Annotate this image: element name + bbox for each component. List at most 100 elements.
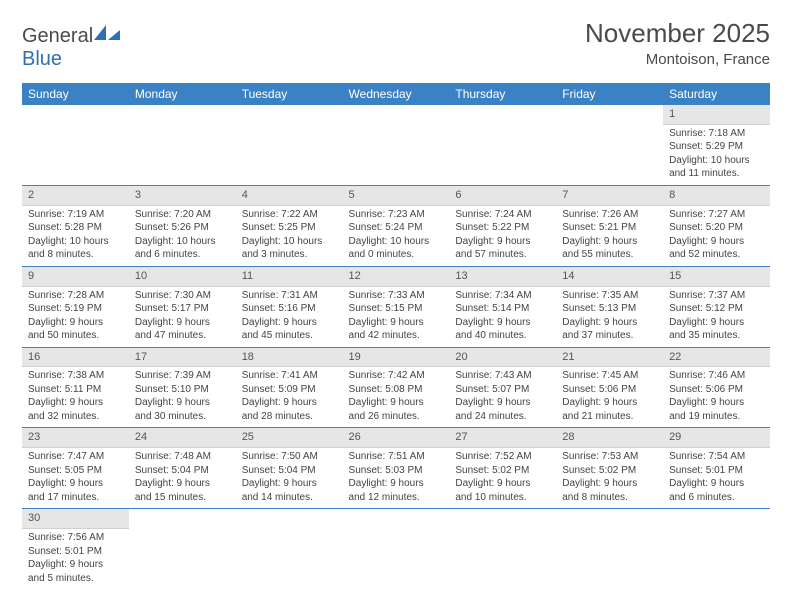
daylight-line1: Daylight: 9 hours	[562, 316, 657, 330]
day-body: Sunrise: 7:18 AMSunset: 5:29 PMDaylight:…	[663, 125, 770, 185]
day-number: 19	[343, 348, 450, 368]
sunset-text: Sunset: 5:29 PM	[669, 140, 764, 154]
daylight-line1: Daylight: 9 hours	[135, 316, 230, 330]
day-body: Sunrise: 7:30 AMSunset: 5:17 PMDaylight:…	[129, 287, 236, 347]
daylight-line2: and 5 minutes.	[28, 572, 123, 586]
daylight-line2: and 30 minutes.	[135, 410, 230, 424]
sunrise-text: Sunrise: 7:43 AM	[455, 369, 550, 383]
daylight-line2: and 42 minutes.	[349, 329, 444, 343]
calendar-table: SundayMondayTuesdayWednesdayThursdayFrid…	[22, 83, 770, 589]
calendar-empty-cell	[129, 509, 236, 589]
day-body: Sunrise: 7:27 AMSunset: 5:20 PMDaylight:…	[663, 206, 770, 266]
calendar-day-cell: 9Sunrise: 7:28 AMSunset: 5:19 PMDaylight…	[22, 266, 129, 347]
sunrise-text: Sunrise: 7:39 AM	[135, 369, 230, 383]
calendar-day-cell: 22Sunrise: 7:46 AMSunset: 5:06 PMDayligh…	[663, 347, 770, 428]
calendar-day-cell: 27Sunrise: 7:52 AMSunset: 5:02 PMDayligh…	[449, 428, 556, 509]
sunrise-text: Sunrise: 7:18 AM	[669, 127, 764, 141]
sunset-text: Sunset: 5:21 PM	[562, 221, 657, 235]
daylight-line2: and 55 minutes.	[562, 248, 657, 262]
daylight-line1: Daylight: 10 hours	[669, 154, 764, 168]
day-number: 12	[343, 267, 450, 287]
daylight-line2: and 52 minutes.	[669, 248, 764, 262]
daylight-line1: Daylight: 9 hours	[669, 396, 764, 410]
day-body: Sunrise: 7:45 AMSunset: 5:06 PMDaylight:…	[556, 367, 663, 427]
sunset-text: Sunset: 5:11 PM	[28, 383, 123, 397]
sunset-text: Sunset: 5:25 PM	[242, 221, 337, 235]
daylight-line2: and 21 minutes.	[562, 410, 657, 424]
sunrise-text: Sunrise: 7:50 AM	[242, 450, 337, 464]
day-number: 15	[663, 267, 770, 287]
daylight-line2: and 15 minutes.	[135, 491, 230, 505]
daylight-line1: Daylight: 9 hours	[349, 477, 444, 491]
sunrise-text: Sunrise: 7:31 AM	[242, 289, 337, 303]
calendar-day-cell: 23Sunrise: 7:47 AMSunset: 5:05 PMDayligh…	[22, 428, 129, 509]
daylight-line2: and 37 minutes.	[562, 329, 657, 343]
day-number: 7	[556, 186, 663, 206]
daylight-line2: and 26 minutes.	[349, 410, 444, 424]
day-body: Sunrise: 7:50 AMSunset: 5:04 PMDaylight:…	[236, 448, 343, 508]
daylight-line2: and 10 minutes.	[455, 491, 550, 505]
sunrise-text: Sunrise: 7:41 AM	[242, 369, 337, 383]
calendar-day-cell: 8Sunrise: 7:27 AMSunset: 5:20 PMDaylight…	[663, 185, 770, 266]
daylight-line1: Daylight: 10 hours	[349, 235, 444, 249]
day-number: 29	[663, 428, 770, 448]
calendar-body: 1Sunrise: 7:18 AMSunset: 5:29 PMDaylight…	[22, 105, 770, 589]
sunrise-text: Sunrise: 7:46 AM	[669, 369, 764, 383]
sunset-text: Sunset: 5:28 PM	[28, 221, 123, 235]
daylight-line2: and 19 minutes.	[669, 410, 764, 424]
sunset-text: Sunset: 5:04 PM	[242, 464, 337, 478]
day-body: Sunrise: 7:52 AMSunset: 5:02 PMDaylight:…	[449, 448, 556, 508]
calendar-day-cell: 6Sunrise: 7:24 AMSunset: 5:22 PMDaylight…	[449, 185, 556, 266]
sunrise-text: Sunrise: 7:42 AM	[349, 369, 444, 383]
daylight-line1: Daylight: 9 hours	[669, 235, 764, 249]
sunset-text: Sunset: 5:22 PM	[455, 221, 550, 235]
calendar-empty-cell	[129, 105, 236, 185]
daylight-line1: Daylight: 9 hours	[455, 396, 550, 410]
daylight-line1: Daylight: 9 hours	[28, 558, 123, 572]
sunrise-text: Sunrise: 7:51 AM	[349, 450, 444, 464]
calendar-empty-cell	[22, 105, 129, 185]
calendar-day-cell: 3Sunrise: 7:20 AMSunset: 5:26 PMDaylight…	[129, 185, 236, 266]
daylight-line2: and 8 minutes.	[28, 248, 123, 262]
sunset-text: Sunset: 5:04 PM	[135, 464, 230, 478]
sunset-text: Sunset: 5:03 PM	[349, 464, 444, 478]
calendar-day-cell: 25Sunrise: 7:50 AMSunset: 5:04 PMDayligh…	[236, 428, 343, 509]
calendar-day-cell: 24Sunrise: 7:48 AMSunset: 5:04 PMDayligh…	[129, 428, 236, 509]
day-body: Sunrise: 7:33 AMSunset: 5:15 PMDaylight:…	[343, 287, 450, 347]
location: Montoison, France	[585, 51, 770, 68]
header: General Blue November 2025 Montoison, Fr…	[22, 18, 770, 71]
daylight-line2: and 50 minutes.	[28, 329, 123, 343]
daylight-line1: Daylight: 10 hours	[28, 235, 123, 249]
calendar-week-row: 2Sunrise: 7:19 AMSunset: 5:28 PMDaylight…	[22, 185, 770, 266]
day-number: 25	[236, 428, 343, 448]
sunrise-text: Sunrise: 7:19 AM	[28, 208, 123, 222]
daylight-line1: Daylight: 9 hours	[135, 396, 230, 410]
calendar-day-cell: 2Sunrise: 7:19 AMSunset: 5:28 PMDaylight…	[22, 185, 129, 266]
sunset-text: Sunset: 5:13 PM	[562, 302, 657, 316]
calendar-day-cell: 16Sunrise: 7:38 AMSunset: 5:11 PMDayligh…	[22, 347, 129, 428]
daylight-line1: Daylight: 9 hours	[135, 477, 230, 491]
day-number: 6	[449, 186, 556, 206]
sunrise-text: Sunrise: 7:27 AM	[669, 208, 764, 222]
day-body: Sunrise: 7:54 AMSunset: 5:01 PMDaylight:…	[663, 448, 770, 508]
sunset-text: Sunset: 5:07 PM	[455, 383, 550, 397]
calendar-empty-cell	[236, 105, 343, 185]
sunset-text: Sunset: 5:01 PM	[669, 464, 764, 478]
daylight-line2: and 40 minutes.	[455, 329, 550, 343]
daylight-line1: Daylight: 9 hours	[28, 396, 123, 410]
sunset-text: Sunset: 5:16 PM	[242, 302, 337, 316]
day-body: Sunrise: 7:48 AMSunset: 5:04 PMDaylight:…	[129, 448, 236, 508]
calendar-empty-cell	[343, 509, 450, 589]
daylight-line1: Daylight: 9 hours	[28, 316, 123, 330]
daylight-line2: and 47 minutes.	[135, 329, 230, 343]
sunrise-text: Sunrise: 7:35 AM	[562, 289, 657, 303]
day-number: 3	[129, 186, 236, 206]
day-body: Sunrise: 7:46 AMSunset: 5:06 PMDaylight:…	[663, 367, 770, 427]
daylight-line1: Daylight: 9 hours	[562, 396, 657, 410]
page-title: November 2025	[585, 18, 770, 49]
day-body: Sunrise: 7:34 AMSunset: 5:14 PMDaylight:…	[449, 287, 556, 347]
calendar-day-cell: 7Sunrise: 7:26 AMSunset: 5:21 PMDaylight…	[556, 185, 663, 266]
calendar-day-cell: 10Sunrise: 7:30 AMSunset: 5:17 PMDayligh…	[129, 266, 236, 347]
day-number: 28	[556, 428, 663, 448]
day-body: Sunrise: 7:22 AMSunset: 5:25 PMDaylight:…	[236, 206, 343, 266]
